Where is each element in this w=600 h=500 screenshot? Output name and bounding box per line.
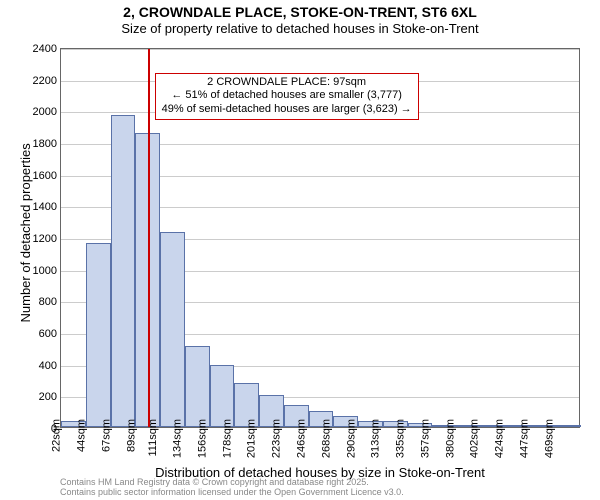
reference-line (148, 49, 150, 427)
reference-annotation: 2 CROWNDALE PLACE: 97sqm← 51% of detache… (155, 73, 419, 120)
annotation-line: 2 CROWNDALE PLACE: 97sqm (162, 76, 412, 90)
histogram-bar (86, 243, 111, 427)
histogram-bar (160, 232, 185, 427)
chart-title-block: 2, CROWNDALE PLACE, STOKE-ON-TRENT, ST6 … (0, 0, 600, 36)
x-tick-label: 22sqm (51, 419, 63, 452)
histogram-bar (210, 365, 235, 427)
y-tick-label: 1000 (33, 265, 57, 277)
x-tick-label: 313sqm (370, 419, 382, 458)
y-axis-label: Number of detached properties (18, 143, 33, 322)
x-tick-label: 246sqm (295, 419, 307, 458)
y-tick-label: 800 (39, 296, 57, 308)
x-tick-label: 178sqm (221, 419, 233, 458)
x-tick-label: 268sqm (320, 419, 332, 458)
chart-footer: Contains HM Land Registry data © Crown c… (60, 478, 404, 498)
y-tick-label: 1600 (33, 170, 57, 182)
histogram-bar (111, 115, 136, 427)
grid-line (61, 49, 579, 50)
y-tick-label: 600 (39, 328, 57, 340)
footer-line-2: Contains public sector information licen… (60, 488, 404, 498)
x-tick-label: 335sqm (394, 419, 406, 458)
x-tick-label: 134sqm (172, 419, 184, 458)
y-tick-label: 2000 (33, 106, 57, 118)
histogram-bar (185, 346, 210, 427)
y-tick-label: 1800 (33, 138, 57, 150)
x-tick-label: 89sqm (125, 419, 137, 452)
x-tick-label: 67sqm (100, 419, 112, 452)
annotation-line: 49% of semi-detached houses are larger (… (162, 103, 412, 117)
y-tick-label: 2200 (33, 75, 57, 87)
x-tick-label: 223sqm (271, 419, 283, 458)
chart-subtitle: Size of property relative to detached ho… (0, 21, 600, 37)
x-tick-label: 290sqm (345, 419, 357, 458)
y-tick-label: 1400 (33, 201, 57, 213)
histogram-bar (556, 425, 581, 427)
y-tick-label: 400 (39, 360, 57, 372)
property-size-chart: 2, CROWNDALE PLACE, STOKE-ON-TRENT, ST6 … (0, 0, 600, 500)
plot-area: 0200400600800100012001400160018002000220… (60, 48, 580, 428)
x-tick-label: 447sqm (518, 419, 530, 458)
x-tick-label: 469sqm (543, 419, 555, 458)
annotation-line: ← 51% of detached houses are smaller (3,… (162, 89, 412, 103)
x-tick-label: 201sqm (246, 419, 258, 458)
x-tick-label: 44sqm (76, 419, 88, 452)
x-tick-label: 156sqm (196, 419, 208, 458)
y-tick-label: 200 (39, 391, 57, 403)
y-tick-label: 2400 (33, 43, 57, 55)
x-tick-label: 380sqm (444, 419, 456, 458)
x-tick-label: 402sqm (469, 419, 481, 458)
chart-title: 2, CROWNDALE PLACE, STOKE-ON-TRENT, ST6 … (0, 4, 600, 21)
y-tick-label: 1200 (33, 233, 57, 245)
x-tick-label: 357sqm (419, 419, 431, 458)
x-tick-label: 424sqm (494, 419, 506, 458)
